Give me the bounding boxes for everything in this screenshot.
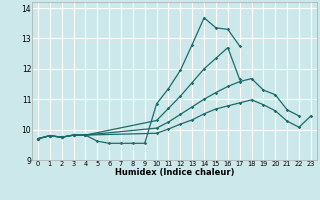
X-axis label: Humidex (Indice chaleur): Humidex (Indice chaleur): [115, 168, 234, 177]
